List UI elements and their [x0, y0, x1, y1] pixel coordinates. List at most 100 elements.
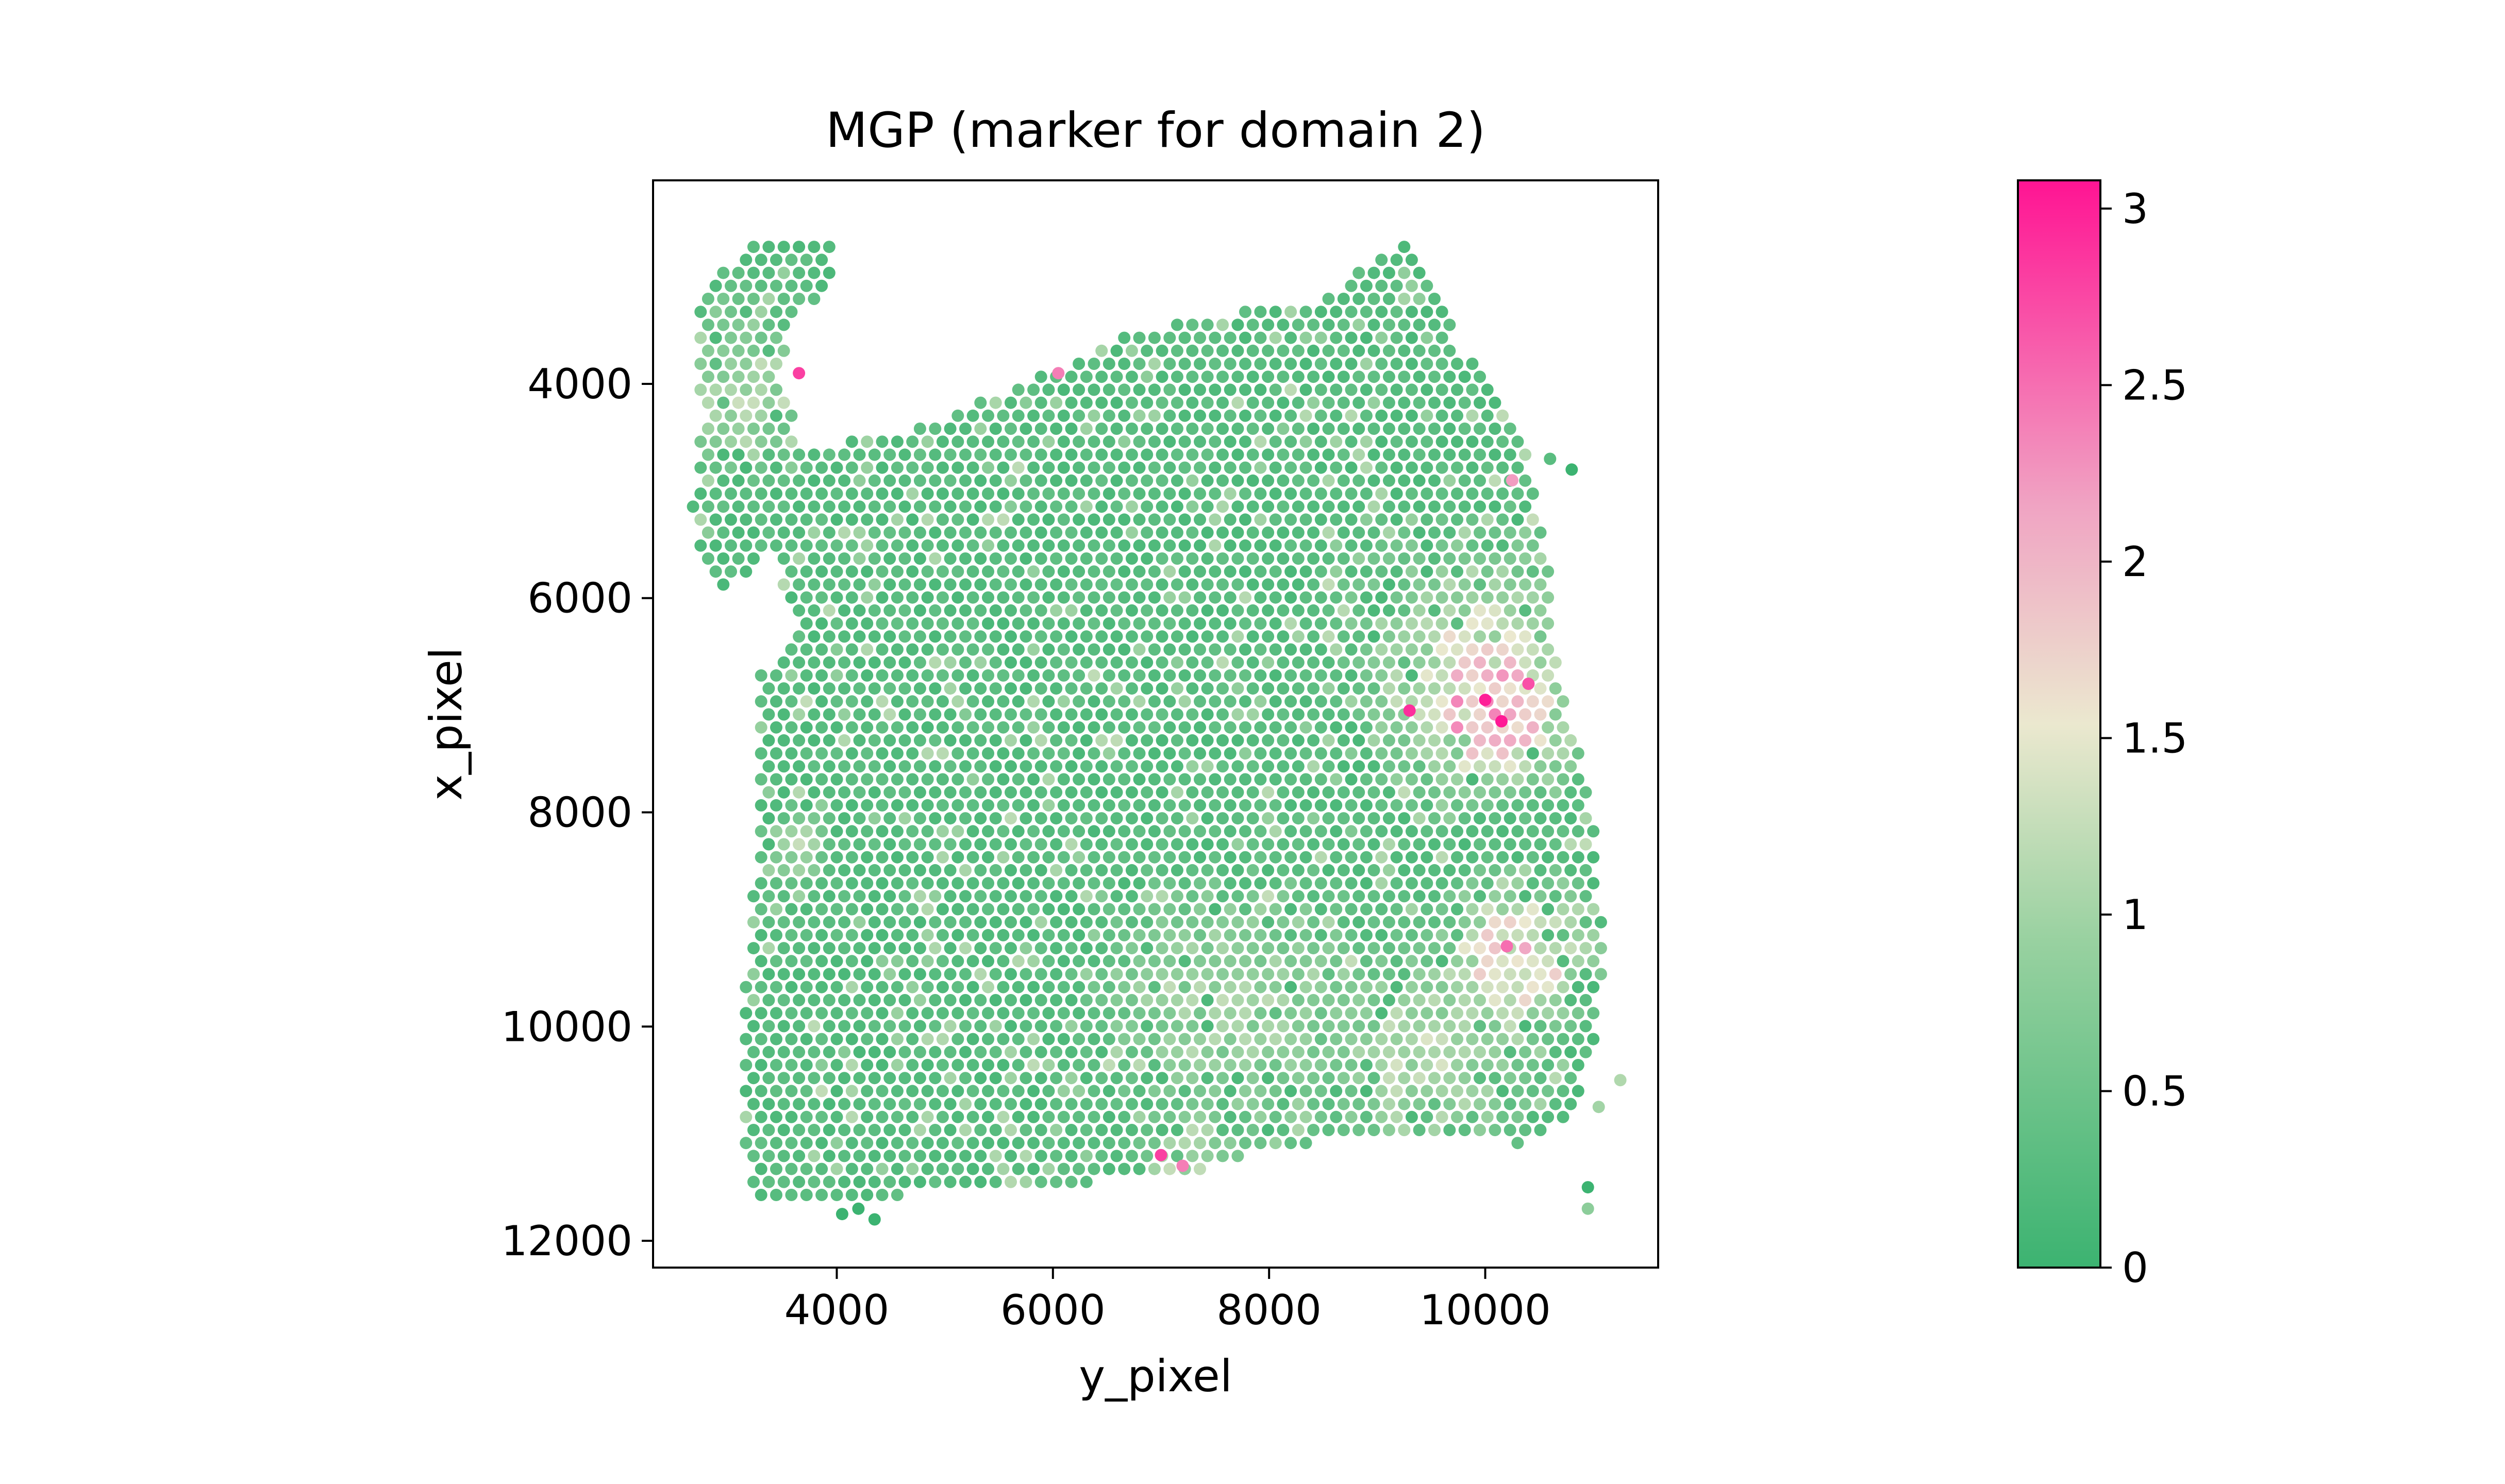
- spot: [944, 942, 957, 955]
- spot: [1239, 1033, 1251, 1045]
- spot: [785, 306, 798, 318]
- spot: [989, 734, 1002, 747]
- spot: [906, 1007, 919, 1020]
- spot: [1511, 1059, 1524, 1071]
- spot: [1322, 500, 1335, 513]
- spot: [1352, 370, 1365, 383]
- spot: [1080, 370, 1093, 383]
- spot: [717, 266, 730, 279]
- spot: [921, 669, 934, 682]
- spot: [1360, 877, 1373, 890]
- spot: [1489, 1072, 1501, 1085]
- spot: [1413, 682, 1426, 695]
- spot: [1012, 591, 1025, 604]
- spot: [1443, 396, 1456, 409]
- spot: [1050, 578, 1063, 591]
- spot: [891, 747, 904, 760]
- spot: [1171, 344, 1183, 357]
- spot: [1201, 656, 1214, 669]
- spot: [1186, 578, 1199, 591]
- spot: [1526, 1059, 1539, 1071]
- spot: [1042, 643, 1055, 656]
- spot: [1080, 942, 1093, 955]
- spot: [1466, 539, 1479, 552]
- spot: [1435, 695, 1448, 708]
- spot: [785, 903, 798, 916]
- spot: [1065, 786, 1078, 799]
- spot: [1367, 604, 1380, 617]
- spot: [1496, 929, 1509, 941]
- spot: [906, 591, 919, 604]
- spot: [1262, 734, 1275, 747]
- spot: [951, 747, 964, 760]
- spot: [1277, 656, 1290, 669]
- spot: [883, 812, 896, 825]
- spot: [1458, 500, 1471, 513]
- spot: [1352, 266, 1365, 279]
- spot: [1186, 604, 1199, 617]
- spot: [1231, 396, 1244, 409]
- spot: [1292, 318, 1305, 331]
- spot: [1322, 890, 1335, 903]
- spot: [800, 851, 813, 864]
- spot: [1110, 1045, 1123, 1058]
- spot: [997, 565, 1010, 578]
- spot: [1549, 656, 1562, 669]
- spot: [1435, 513, 1448, 526]
- spot: [1186, 682, 1199, 695]
- spot: [1413, 1045, 1426, 1058]
- spot: [1141, 942, 1154, 955]
- spot: [1292, 344, 1305, 357]
- spot: [898, 630, 911, 643]
- spot: [845, 513, 858, 526]
- spot: [1224, 1007, 1237, 1020]
- spot: [1322, 812, 1335, 825]
- spot: [1042, 721, 1055, 734]
- spot: [974, 552, 987, 565]
- spot: [1125, 1124, 1138, 1136]
- spot: [1156, 1124, 1168, 1136]
- spot: [1466, 669, 1479, 682]
- spot: [1239, 643, 1251, 656]
- spot: [898, 1175, 911, 1188]
- spot: [747, 344, 760, 357]
- spot: [838, 552, 851, 565]
- spot: [997, 487, 1010, 500]
- spot: [1163, 721, 1176, 734]
- spot: [891, 1085, 904, 1098]
- spot: [793, 734, 806, 747]
- spot: [1474, 604, 1486, 617]
- spot: [1322, 838, 1335, 851]
- spot: [1231, 994, 1244, 1006]
- spot: [793, 1175, 806, 1188]
- spot: [1163, 435, 1176, 448]
- spot: [1345, 565, 1358, 578]
- spot: [989, 474, 1002, 487]
- spot: [1489, 682, 1501, 695]
- spot: [1413, 890, 1426, 903]
- spot: [808, 1098, 821, 1110]
- spot: [1466, 981, 1479, 993]
- spot: [1027, 1085, 1040, 1098]
- spot: [1231, 682, 1244, 695]
- spot: [1549, 916, 1562, 929]
- spot: [1443, 838, 1456, 851]
- spot: [1027, 903, 1040, 916]
- spot: [1254, 1137, 1267, 1150]
- spot: [1178, 591, 1191, 604]
- spot: [762, 994, 775, 1006]
- spot: [1352, 474, 1365, 487]
- spot: [1435, 721, 1448, 734]
- spot: [777, 526, 790, 539]
- spot: [936, 1137, 949, 1150]
- spot: [1156, 656, 1168, 669]
- spot: [1322, 1072, 1335, 1085]
- spot: [898, 448, 911, 461]
- spot: [1367, 578, 1380, 591]
- spot: [921, 1137, 934, 1150]
- spot: [1375, 721, 1388, 734]
- spot: [1095, 423, 1108, 435]
- spot: [762, 734, 775, 747]
- spot: [1178, 903, 1191, 916]
- spot: [1458, 604, 1471, 617]
